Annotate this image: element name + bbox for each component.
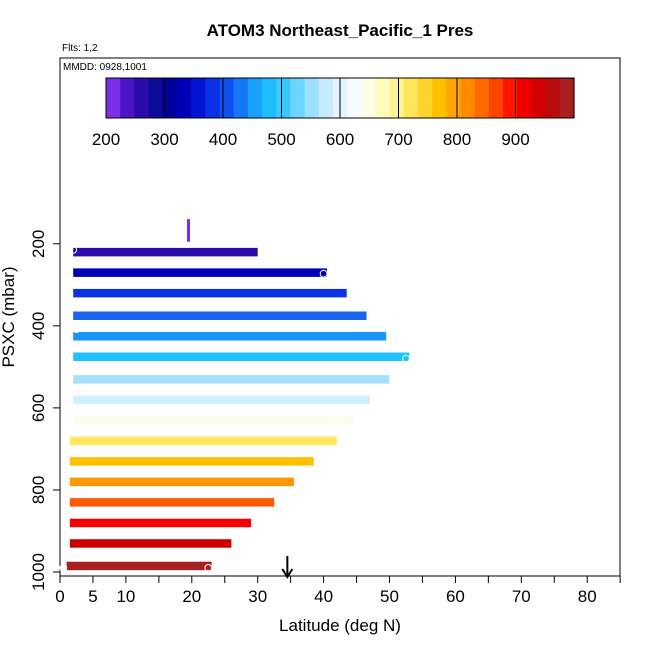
- colorbar-swatch: [559, 78, 575, 118]
- colorbar-tick-label: 900: [501, 130, 529, 149]
- x-tick-label: 30: [248, 587, 267, 606]
- x-tick-label: 5: [88, 587, 97, 606]
- x-tick-label: 40: [314, 587, 333, 606]
- y-tick-label: 400: [29, 312, 48, 340]
- colorbar-tick-label: 500: [267, 130, 295, 149]
- colorbar-swatch: [361, 78, 377, 118]
- x-axis-label: Latitude (deg N): [279, 616, 401, 635]
- arrow-head: [281, 568, 294, 579]
- x-tick-label: 80: [578, 587, 597, 606]
- colorbar-swatch: [162, 78, 178, 118]
- dates-label: MMDD: 0928,1001: [63, 62, 147, 73]
- y-tick-label: 200: [29, 230, 48, 258]
- colorbar-swatch: [148, 78, 164, 118]
- colorbar-tick-label: 400: [209, 130, 237, 149]
- colorbar-tick-label: 700: [384, 130, 412, 149]
- pressure-bin: [73, 311, 367, 320]
- y-tick-label: 1000: [29, 553, 48, 591]
- data-point: [323, 361, 331, 370]
- colorbar-swatch: [120, 78, 135, 118]
- data-point: [59, 564, 68, 572]
- x-tick-label: 0: [55, 587, 64, 606]
- colorbar-swatch: [176, 78, 192, 118]
- colorbar-swatch: [318, 78, 334, 118]
- pressure-bin: [69, 436, 337, 446]
- colorbar-swatch: [219, 78, 235, 118]
- pressure-bin: [73, 288, 347, 298]
- pressure-bin: [69, 518, 252, 528]
- pressure-bin: [69, 477, 295, 487]
- colorbar-swatch: [290, 78, 306, 118]
- colorbar-swatch: [389, 78, 405, 118]
- colorbar-swatch: [488, 78, 504, 118]
- pressure-bin: [73, 352, 410, 361]
- colorbar-swatch: [460, 78, 476, 118]
- data-point: [319, 269, 328, 278]
- colorbar-swatch: [247, 78, 263, 118]
- y-tick-label: 600: [29, 394, 48, 422]
- colorbar-swatch: [418, 78, 433, 118]
- colorbar-tick-label: 600: [326, 130, 354, 149]
- data-point: [69, 246, 78, 254]
- pressure-bin: [69, 539, 232, 548]
- x-tick-label: 20: [182, 587, 201, 606]
- pressure-bin: [73, 416, 354, 425]
- data-points: [59, 246, 410, 572]
- colorbar-swatch: [545, 78, 561, 118]
- x-tick-label: 10: [116, 587, 135, 606]
- y-axis-label: PSXC (mbar): [0, 266, 18, 367]
- colorbar-swatch: [503, 78, 518, 118]
- y-axis: 200 400 600 800 1000: [29, 230, 60, 591]
- colorbar-swatch: [403, 78, 419, 118]
- x-tick-label: 70: [512, 587, 531, 606]
- colorbar-swatch: [474, 78, 490, 118]
- colorbar-swatch: [446, 78, 462, 118]
- chart-title: ATOM3 Northeast_Pacific_1 Pres: [207, 21, 474, 40]
- pressure-bin: [69, 498, 275, 507]
- colorbar-tick-label: 300: [150, 130, 178, 149]
- colorbar-swatch: [531, 78, 547, 118]
- data-point: [402, 354, 410, 363]
- colorbar-tick-label: 200: [92, 130, 120, 149]
- pressure-bin: [66, 561, 212, 571]
- plot-frame: [59, 57, 621, 577]
- flights-label: Flts: 1,2: [62, 43, 98, 54]
- pressure-bin: [73, 268, 327, 277]
- colorbar-swatch: [134, 78, 150, 118]
- colorbar-tick-label: 800: [443, 130, 471, 149]
- pressure-bin: [69, 457, 314, 466]
- data-point: [332, 418, 341, 427]
- colorbar-swatch: [432, 78, 447, 118]
- colorbar-swatch: [304, 78, 320, 118]
- x-tick-label: 60: [446, 587, 465, 606]
- x-axis: 0 5 10 20 30 40 50 60 70 80: [55, 576, 621, 606]
- pressure-bins: [66, 247, 410, 571]
- colorbar-swatch: [205, 78, 221, 118]
- colorbar-swatch: [517, 78, 533, 118]
- colorbar-swatch: [276, 78, 291, 118]
- x-tick-label: 50: [380, 587, 399, 606]
- colorbar-swatch: [191, 78, 206, 118]
- y-tick-label: 800: [29, 476, 48, 504]
- colorbar-swatch: [233, 78, 249, 118]
- latitude-markers: [187, 219, 294, 579]
- pressure-bin: [73, 332, 387, 341]
- pressure-bin: [73, 247, 258, 257]
- pressure-bin: [73, 375, 390, 384]
- data-point: [204, 564, 213, 572]
- colorbar-swatch: [106, 78, 121, 118]
- colorbar-swatch: [375, 78, 391, 118]
- data-point: [72, 325, 81, 334]
- pressure-bin: [73, 395, 370, 405]
- colorbar: 200 300 400 500 600 700 800 900: [92, 77, 575, 149]
- colorbar-swatch: [262, 78, 277, 118]
- colorbar-swatch: [347, 78, 362, 118]
